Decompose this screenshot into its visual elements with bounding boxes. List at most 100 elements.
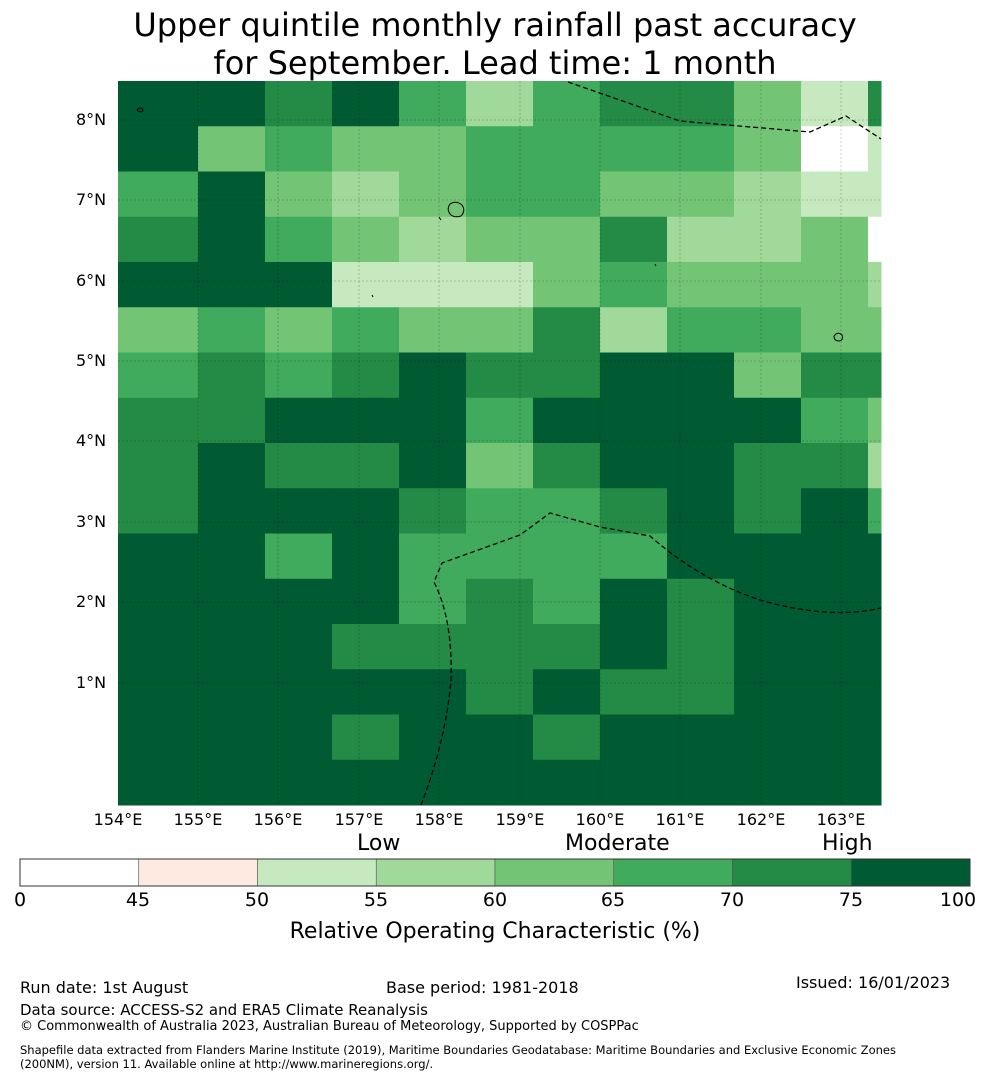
grid-cell bbox=[533, 171, 601, 218]
grid-cell bbox=[198, 669, 266, 715]
grid-cell bbox=[533, 262, 601, 308]
island-outline bbox=[447, 201, 465, 218]
grid-cell bbox=[265, 533, 333, 580]
grid-cell bbox=[868, 488, 882, 534]
grid-cell bbox=[801, 443, 869, 489]
island-outline bbox=[136, 107, 144, 113]
grid-cell bbox=[533, 624, 601, 670]
grid-cell bbox=[734, 307, 802, 353]
colorbar-bin bbox=[850, 858, 971, 887]
grid-cell bbox=[265, 352, 333, 399]
eez-boundaries bbox=[420, 81, 882, 806]
issued-date: Issued: 16/01/2023 bbox=[796, 973, 951, 992]
lat-label: 1°N bbox=[76, 673, 107, 692]
grid-cell bbox=[399, 397, 467, 444]
grid-cell bbox=[667, 714, 735, 761]
grid-cell bbox=[667, 669, 735, 715]
grid-cell bbox=[265, 171, 333, 218]
grid-cell bbox=[198, 262, 266, 308]
grid-cell bbox=[667, 307, 735, 353]
grid-cell bbox=[265, 443, 333, 489]
grid-cell bbox=[734, 352, 802, 399]
grid-cell bbox=[734, 624, 802, 670]
grid-cell bbox=[533, 81, 601, 127]
island-outline bbox=[833, 332, 844, 342]
grid-cell bbox=[265, 307, 333, 353]
grid-cell bbox=[399, 669, 467, 715]
grid-cell bbox=[868, 714, 882, 761]
grid-cell bbox=[118, 397, 199, 444]
grid-cell bbox=[265, 262, 333, 308]
grid-cell bbox=[118, 126, 199, 172]
grid-cell bbox=[868, 216, 882, 263]
grid-cell bbox=[801, 216, 869, 263]
grid-cell bbox=[265, 488, 333, 534]
base-period: Base period: 1981-2018 bbox=[386, 978, 579, 997]
grid-cell bbox=[868, 759, 882, 806]
colorbar-bin bbox=[375, 858, 496, 887]
colorbar-tick-label: 45 bbox=[125, 889, 151, 911]
grid-cell bbox=[399, 81, 467, 127]
grid-cell bbox=[868, 171, 882, 218]
grid-cell bbox=[466, 488, 534, 534]
grid-cell bbox=[466, 352, 534, 399]
grid-cell bbox=[600, 81, 668, 127]
grid-cell bbox=[118, 488, 199, 534]
grid-cell bbox=[198, 307, 266, 353]
lon-label: 157°E bbox=[334, 810, 384, 829]
colorbar-outline bbox=[19, 858, 971, 887]
grid-cell bbox=[399, 443, 467, 489]
grid-cell bbox=[399, 126, 467, 172]
grid-cell bbox=[600, 352, 668, 399]
grid-cell bbox=[332, 171, 400, 218]
grid-cell bbox=[118, 578, 199, 625]
category-low-label: Low bbox=[357, 831, 401, 856]
grid-cell bbox=[332, 443, 400, 489]
grid-cell bbox=[533, 533, 601, 580]
grid-cell bbox=[868, 352, 882, 399]
lon-label: 158°E bbox=[414, 810, 464, 829]
grid-cell bbox=[801, 533, 869, 580]
grid-cell bbox=[332, 216, 400, 263]
grid-cell bbox=[734, 262, 802, 308]
grid-cell bbox=[332, 714, 400, 761]
grid-cell bbox=[734, 669, 802, 715]
grid-cell bbox=[466, 126, 534, 172]
grid-cell bbox=[533, 714, 601, 761]
grid-cell bbox=[198, 216, 266, 263]
grid-cell bbox=[118, 81, 199, 127]
grid-cell bbox=[399, 307, 467, 353]
grid-cell bbox=[466, 262, 534, 308]
grid-cell bbox=[118, 443, 199, 489]
category-high-label: High bbox=[822, 831, 873, 856]
eez-boundary-south bbox=[420, 512, 882, 806]
colorbar-tick-label: 60 bbox=[482, 889, 508, 911]
grid-cell bbox=[734, 171, 802, 218]
grid-cell bbox=[600, 262, 668, 308]
grid-cell bbox=[265, 624, 333, 670]
grid-cell bbox=[600, 669, 668, 715]
grid-cell bbox=[265, 397, 333, 444]
grid-cell bbox=[466, 759, 534, 806]
grid-cell bbox=[332, 669, 400, 715]
grid-cell bbox=[801, 488, 869, 534]
grid-cell bbox=[734, 81, 802, 127]
grid-cell bbox=[466, 714, 534, 761]
grid-cell bbox=[667, 624, 735, 670]
grid-cell bbox=[118, 624, 199, 670]
eez-boundary-north bbox=[567, 81, 882, 140]
grid-cell bbox=[600, 216, 668, 263]
grid-cell bbox=[332, 488, 400, 534]
grid-cell bbox=[198, 533, 266, 580]
grid-cell bbox=[600, 578, 668, 625]
grid-cell bbox=[533, 488, 601, 534]
colorbar-tick-label: 55 bbox=[363, 889, 389, 911]
grid-cell bbox=[399, 171, 467, 218]
grid-cell bbox=[466, 533, 534, 580]
lon-label: 163°E bbox=[816, 810, 866, 829]
grid-cell bbox=[198, 81, 266, 127]
grid-cell bbox=[332, 533, 400, 580]
grid-cell bbox=[198, 759, 266, 806]
grid-cell bbox=[801, 669, 869, 715]
lon-label: 154°E bbox=[93, 810, 143, 829]
